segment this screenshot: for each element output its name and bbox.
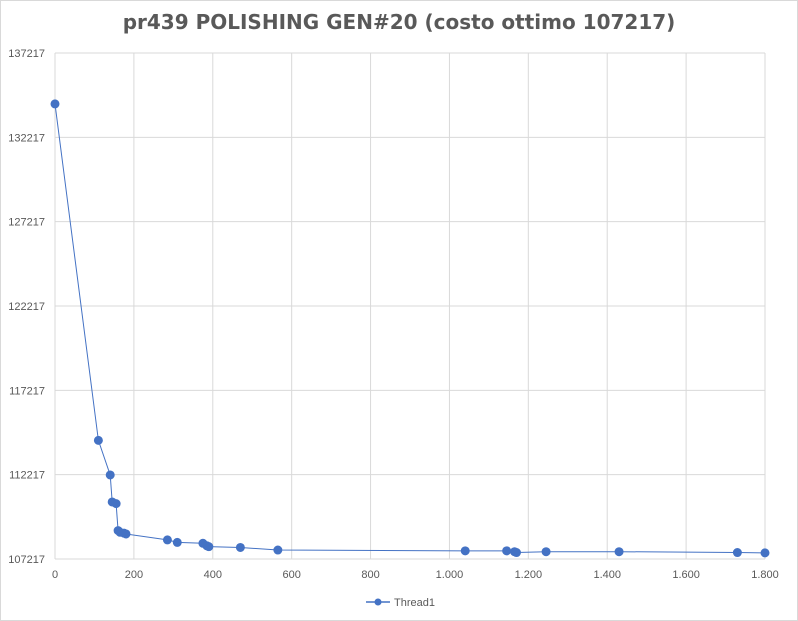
y-tick-label: 132217: [8, 132, 45, 144]
x-tick-label: 0: [52, 569, 58, 581]
chart-title: pr439 POLISHING GEN#20 (costo ottimo 107…: [122, 10, 676, 34]
data-point: [732, 548, 742, 558]
data-point: [273, 545, 283, 555]
x-tick-label: 200: [125, 569, 143, 581]
legend-label: Thread1: [394, 597, 435, 609]
series-line: [54, 103, 766, 554]
y-tick-label: 127217: [8, 217, 45, 229]
y-tick-label: 107217: [8, 554, 45, 566]
y-tick-label: 122217: [8, 301, 45, 313]
y-tick-label: 117217: [9, 385, 45, 397]
data-point: [541, 547, 551, 557]
x-tick-label: 800: [361, 569, 379, 581]
data-point: [235, 542, 245, 552]
data-point: [105, 470, 115, 480]
x-tick-label: 400: [204, 569, 222, 581]
x-tick-label: 600: [282, 569, 300, 581]
data-point: [502, 546, 512, 556]
x-tick-label: 1.200: [515, 569, 543, 581]
data-point: [512, 548, 521, 558]
x-tick-label: 1.400: [593, 569, 621, 581]
x-tick-label: 1.000: [436, 569, 464, 581]
data-point: [760, 548, 770, 558]
data-point: [172, 537, 182, 547]
data-point: [121, 529, 131, 539]
y-tick-label: 137217: [8, 48, 45, 60]
x-tick-label: 1.600: [672, 569, 700, 581]
data-point: [204, 542, 214, 552]
legend-marker: [374, 598, 382, 606]
data-point: [50, 99, 60, 109]
data-point: [614, 547, 624, 557]
data-point: [162, 535, 172, 545]
data-point: [111, 499, 121, 509]
data-point: [93, 435, 103, 445]
x-tick-label: 1.800: [751, 569, 779, 581]
y-tick-label: 112217: [9, 470, 45, 482]
data-point: [460, 546, 470, 556]
